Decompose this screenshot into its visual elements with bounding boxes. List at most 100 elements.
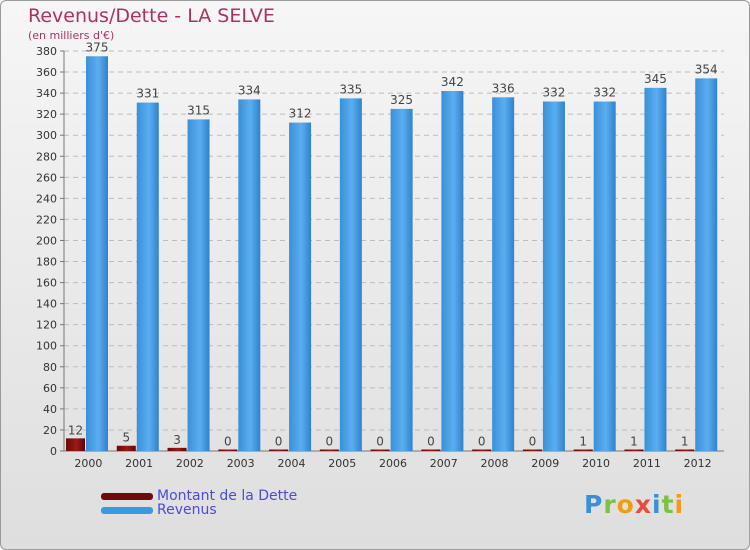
data-label-revenus: 336 [492, 81, 515, 95]
bar-revenus [86, 56, 108, 452]
y-tick-label: 380 [36, 45, 57, 58]
bar-debt [116, 445, 136, 451]
y-tick-label: 300 [36, 129, 57, 142]
y-tick-label: 160 [36, 277, 57, 290]
bar-revenus [593, 101, 616, 452]
bar-debt [421, 449, 441, 451]
logo-letter: i [674, 490, 685, 519]
chart-title: Revenus/Dette - LA SELVE [28, 5, 275, 27]
data-label-revenus: 325 [390, 93, 413, 107]
x-tick-label: 2011 [633, 457, 661, 470]
x-tick-label: 2007 [430, 457, 458, 470]
bar-debt [370, 449, 390, 451]
chart-subtitle: (en milliers d'€) [28, 29, 115, 42]
x-tick-label: 2005 [328, 457, 356, 470]
data-label-debt: 3 [173, 433, 181, 447]
y-tick-label: 340 [36, 87, 57, 100]
bar-revenus [542, 101, 565, 452]
data-label-revenus: 342 [441, 75, 464, 89]
data-label-debt: 0 [376, 435, 384, 449]
x-tick-label: 2006 [379, 457, 407, 470]
bar-debt [675, 449, 695, 451]
data-label-debt: 1 [681, 435, 689, 449]
y-tick-label: 120 [36, 319, 57, 332]
bar-debt [472, 449, 492, 451]
y-tick-label: 60 [43, 382, 57, 395]
bar-revenus [390, 108, 413, 451]
bar-debt [573, 449, 593, 451]
x-tick-label: 2001 [125, 457, 153, 470]
bar-debt [624, 449, 644, 451]
bar-revenus [289, 122, 312, 451]
legend-swatch-debt [101, 493, 153, 500]
y-tick-label: 140 [36, 298, 57, 311]
y-tick-label: 200 [36, 234, 57, 247]
data-label-revenus: 335 [339, 82, 362, 96]
data-label-debt: 1 [630, 435, 638, 449]
y-tick-label: 360 [36, 66, 57, 79]
bar-debt [218, 449, 238, 451]
y-tick-label: 20 [43, 424, 57, 437]
y-tick-label: 260 [36, 171, 57, 184]
x-tick-label: 2010 [582, 457, 610, 470]
bar-revenus [187, 119, 210, 451]
bar-debt [522, 449, 542, 451]
y-tick-label: 80 [43, 361, 57, 374]
data-label-revenus: 332 [542, 86, 565, 100]
y-tick-label: 40 [43, 403, 57, 416]
x-tick-label: 2004 [277, 457, 305, 470]
data-label-debt: 12 [68, 423, 83, 437]
bar-debt [167, 447, 187, 451]
data-label-debt: 0 [326, 435, 334, 449]
logo-letter: t [661, 490, 675, 519]
x-tick-label: 2002 [176, 457, 204, 470]
bar-revenus [441, 91, 464, 451]
x-tick-label: 2008 [481, 457, 509, 470]
bar-revenus [644, 87, 667, 451]
y-tick-label: 240 [36, 192, 57, 205]
bar-revenus [695, 78, 718, 452]
bar-revenus [238, 99, 261, 451]
y-tick-label: 320 [36, 108, 57, 121]
data-label-debt: 0 [529, 435, 537, 449]
proxiti-logo: Proxiti [584, 490, 684, 519]
logo-letter: o [616, 490, 635, 519]
x-tick-label: 2000 [74, 457, 102, 470]
legend-label-debt: Montant de la Dette [157, 488, 298, 504]
y-tick-label: 100 [36, 340, 57, 353]
data-label-revenus: 375 [86, 40, 109, 54]
data-label-revenus: 332 [593, 86, 616, 100]
legend-swatch-revenus [101, 507, 153, 514]
x-tick-label: 2012 [684, 457, 712, 470]
bar-revenus [136, 102, 159, 451]
y-tick-label: 0 [50, 445, 57, 458]
y-tick-label: 280 [36, 150, 57, 163]
bar-debt [319, 449, 339, 451]
y-tick-label: 180 [36, 256, 57, 269]
bar-debt [269, 449, 289, 451]
data-label-debt: 1 [579, 435, 587, 449]
logo-letter: x [634, 490, 652, 519]
bar-debt [66, 438, 85, 451]
data-label-debt: 0 [478, 435, 486, 449]
logo-letter: i [652, 490, 662, 519]
data-label-revenus: 345 [644, 72, 667, 86]
data-label-revenus: 312 [289, 107, 312, 121]
data-label-debt: 0 [224, 435, 232, 449]
logo-letter: r [603, 490, 617, 519]
y-tick-label: 220 [36, 213, 57, 226]
data-label-debt: 5 [122, 431, 130, 445]
x-tick-label: 2009 [531, 457, 559, 470]
data-label-revenus: 354 [695, 62, 718, 76]
data-label-revenus: 315 [187, 103, 210, 117]
logo-letter: P [584, 490, 604, 519]
legend-label-revenus: Revenus [157, 502, 217, 518]
bar-revenus [339, 98, 362, 452]
bar-revenus [492, 97, 515, 451]
data-label-revenus: 331 [136, 87, 159, 101]
data-label-debt: 0 [427, 435, 435, 449]
data-label-revenus: 334 [238, 83, 261, 97]
data-label-debt: 0 [275, 435, 283, 449]
